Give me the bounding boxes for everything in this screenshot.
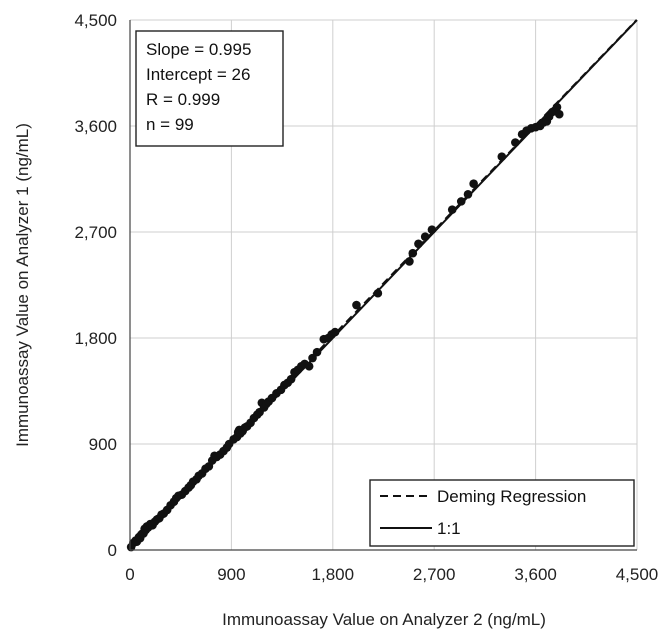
stats-slope: Slope = 0.995 — [146, 40, 251, 59]
y-tick-label: 3,600 — [74, 117, 117, 136]
stats-r: R = 0.999 — [146, 90, 220, 109]
data-point — [554, 109, 564, 119]
x-axis-title: Immunoassay Value on Analyzer 2 (ng/mL) — [222, 610, 546, 629]
data-point — [308, 353, 317, 363]
data-point — [456, 197, 466, 206]
data-point — [497, 152, 507, 161]
y-tick-label: 4,500 — [74, 11, 117, 30]
data-point — [405, 257, 414, 266]
data-point — [420, 232, 430, 242]
data-point — [286, 374, 296, 384]
data-point — [414, 239, 423, 249]
y-tick-label: 0 — [108, 541, 117, 560]
data-point — [447, 205, 457, 214]
data-point — [352, 300, 361, 310]
data-point — [373, 288, 383, 298]
x-tick-label: 4,500 — [616, 565, 659, 584]
data-point — [427, 225, 437, 234]
x-tick-label: 3,600 — [514, 565, 557, 584]
stats-intercept: Intercept = 26 — [146, 65, 250, 84]
data-point — [304, 361, 314, 371]
legend-label-identity: 1:1 — [437, 519, 461, 538]
y-tick-label: 2,700 — [74, 223, 117, 242]
x-tick-label: 1,800 — [312, 565, 355, 584]
y-tick-label: 1,800 — [74, 329, 117, 348]
data-point — [552, 102, 562, 112]
x-tick-label: 0 — [125, 565, 134, 584]
legend: Deming Regression 1:1 — [369, 479, 635, 547]
x-tick-label: 2,700 — [413, 565, 456, 584]
stats-n: n = 99 — [146, 115, 194, 134]
legend-label-deming: Deming Regression — [437, 487, 586, 506]
stats-box: Slope = 0.995 Intercept = 26 R = 0.999 n… — [135, 30, 284, 147]
data-point — [312, 347, 322, 357]
grid-lines — [130, 19, 638, 550]
y-tick-labels: 0 900 1,800 2,700 3,600 4,500 — [74, 11, 117, 560]
data-point — [330, 327, 340, 337]
y-tick-label: 900 — [89, 435, 117, 454]
data-point — [463, 190, 473, 199]
data-point — [511, 138, 520, 147]
data-point — [469, 179, 478, 189]
data-points — [126, 102, 564, 552]
data-point — [408, 248, 418, 258]
stats-box-border — [135, 30, 284, 147]
y-axis-title: Immunoassay Value on Analyzer 1 (ng/mL) — [13, 123, 32, 447]
x-tick-label: 900 — [217, 565, 245, 584]
axes — [129, 20, 637, 551]
legend-border — [369, 479, 635, 547]
x-tick-labels: 0 900 1,800 2,700 3,600 4,500 — [125, 565, 658, 584]
